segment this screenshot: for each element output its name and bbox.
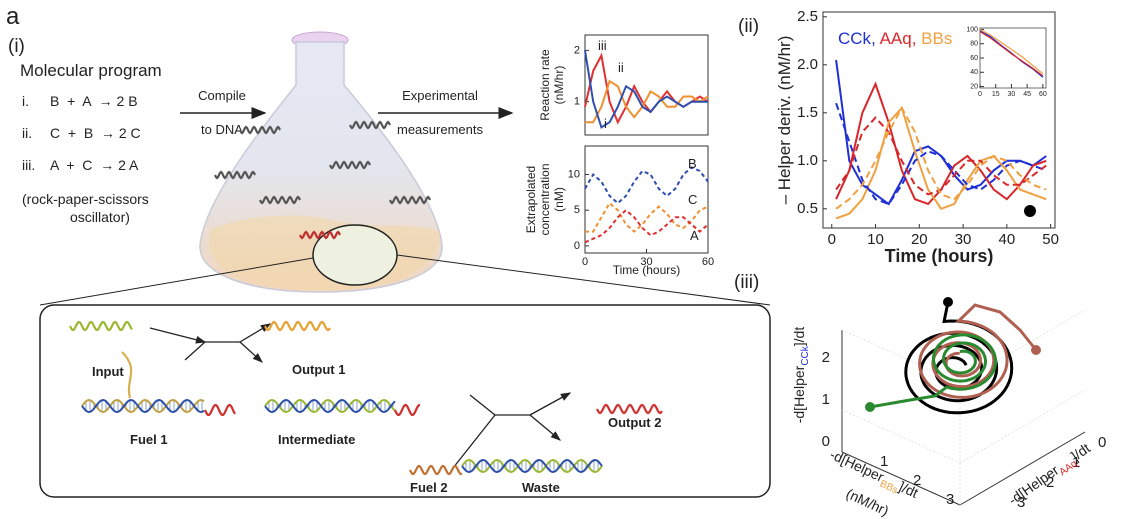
- x-tick-label: 60: [702, 256, 714, 268]
- y-axis-label: – Helper deriv. (nM/hr): [775, 36, 794, 205]
- trajectory-start: [865, 402, 875, 412]
- x-tick-label: 40: [999, 231, 1016, 248]
- dna-strand: [395, 405, 420, 415]
- program-note: (rock-paper-scissors: [22, 191, 149, 207]
- x-tick-label: 0: [828, 231, 836, 248]
- reaction-num: i.: [22, 93, 29, 109]
- end-marker: [1024, 205, 1036, 217]
- axis-label-part: -d[Helper: [827, 446, 886, 485]
- dna-strand: [462, 460, 602, 472]
- y-tick-label: 5: [574, 204, 580, 216]
- dna-strand: [205, 405, 235, 415]
- reaction: B + A → 2 B: [50, 93, 138, 109]
- y-tick-label: 2.0: [797, 56, 818, 73]
- y-tick-label: 1.5: [797, 104, 818, 121]
- z-tick-label: 0: [822, 433, 830, 450]
- y-tick-label: 40: [970, 69, 978, 76]
- y-tick-label: 2.5: [797, 8, 818, 25]
- series-label: iii: [598, 38, 607, 53]
- sub-label: (ii): [738, 16, 759, 37]
- legend-entry: AAq: [880, 29, 912, 48]
- species-label: Output 2: [608, 415, 661, 430]
- mechanism-box: [40, 305, 770, 497]
- y-axis-label: Extrapolated: [524, 166, 538, 233]
- legend-entry: CCk: [838, 29, 872, 48]
- species-label: Waste: [522, 480, 560, 495]
- x-tick-label: 0: [582, 256, 588, 268]
- series-label: C: [688, 192, 697, 207]
- y-axis-label: (nM/hr): [552, 66, 566, 105]
- legend-separator: ,: [912, 29, 921, 48]
- y-tick-label: 100: [966, 26, 978, 33]
- species-label: Fuel 2: [410, 480, 448, 495]
- legend: CCk, AAq, BBs: [838, 29, 952, 48]
- series-label: i: [604, 116, 607, 131]
- y-tick-label: 0: [1098, 434, 1106, 451]
- trajectory: [920, 305, 1036, 397]
- y-tick-label: 2: [574, 44, 580, 56]
- z-tick-label: 1: [822, 391, 830, 408]
- y-axis-label: concentration: [538, 163, 552, 235]
- species-label: Input: [92, 364, 124, 379]
- axis-label-part: ]/dt: [791, 327, 807, 347]
- species-label: Intermediate: [278, 432, 355, 447]
- y-axis-label: (nM): [552, 187, 566, 212]
- y-tick-label: 10: [568, 168, 580, 180]
- y-tick-label: 20: [970, 83, 978, 90]
- program-note: oscillator): [70, 209, 130, 225]
- y-tick-label: 1: [574, 96, 580, 108]
- axis-label: -d[HelperCCk]/dt: [791, 327, 811, 424]
- x-axis-label: Time (hours): [885, 246, 994, 266]
- x-tick-label: 15: [992, 91, 1000, 98]
- y-tick-label: 60: [970, 55, 978, 62]
- legend-entry: BBs: [921, 29, 952, 48]
- y-tick-label: 1.0: [797, 152, 818, 169]
- sub-label: (i): [8, 36, 25, 57]
- arrow-label: to DNA: [201, 122, 243, 137]
- trajectory-start: [1031, 345, 1041, 355]
- reaction-num: iii.: [22, 157, 35, 173]
- y-tick-label: 0.5: [797, 200, 818, 217]
- x-tick-label: 60: [1039, 91, 1047, 98]
- phase-plot: 0121230123-d[HelperCCk]/dt-d[HelperBBs]/…: [791, 297, 1106, 519]
- dna-strand: [70, 322, 132, 330]
- arrow-label: Compile: [198, 88, 246, 103]
- legend-separator: ,: [871, 29, 880, 48]
- sub-label: (iii): [734, 272, 759, 293]
- axis-label-subscript: CCk: [800, 345, 811, 365]
- x-tick-label: 50: [1042, 231, 1059, 248]
- series-label: A: [690, 228, 699, 243]
- panel-label: a: [6, 3, 20, 30]
- reaction: A + C → 2 A: [50, 157, 139, 173]
- x-tick-label: 45: [1023, 91, 1031, 98]
- y-tick-label: 0: [574, 240, 580, 252]
- x-tick-label: 30: [1008, 91, 1016, 98]
- axis-label-subscript: BBs: [878, 479, 899, 497]
- arrow-label: Experimental: [402, 88, 478, 103]
- reaction-num: ii.: [22, 125, 32, 141]
- figure: a (i) (ii) (iii) Molecular program i. B …: [0, 0, 1126, 519]
- series-label: B: [688, 156, 697, 171]
- y-axis-label: Reaction rate: [538, 49, 552, 121]
- series-label: ii: [618, 60, 624, 75]
- axis-label: -d[HelperAAq]/dt: [1005, 440, 1095, 511]
- trajectory-start: [943, 297, 953, 307]
- dna-strand: [410, 466, 462, 474]
- x-tick-label: 3: [946, 491, 954, 508]
- axis-label-part: -d[Helper: [791, 365, 807, 423]
- species-label: Output 1: [292, 362, 345, 377]
- y-tick-label: 80: [970, 41, 978, 48]
- program-title: Molecular program: [20, 61, 162, 80]
- x-axis-label: Time (hours): [613, 263, 681, 277]
- dna-strand: [265, 322, 330, 330]
- x-tick-label: 0: [978, 91, 982, 98]
- mechanism-branches: [150, 324, 570, 468]
- arrow-label: measurements: [397, 122, 483, 137]
- z-tick-label: 2: [822, 349, 830, 366]
- species-label: Fuel 1: [130, 432, 168, 447]
- reaction: C + B → 2 C: [50, 125, 141, 141]
- dna-strand: [597, 405, 662, 413]
- x-tick-label: 10: [867, 231, 884, 248]
